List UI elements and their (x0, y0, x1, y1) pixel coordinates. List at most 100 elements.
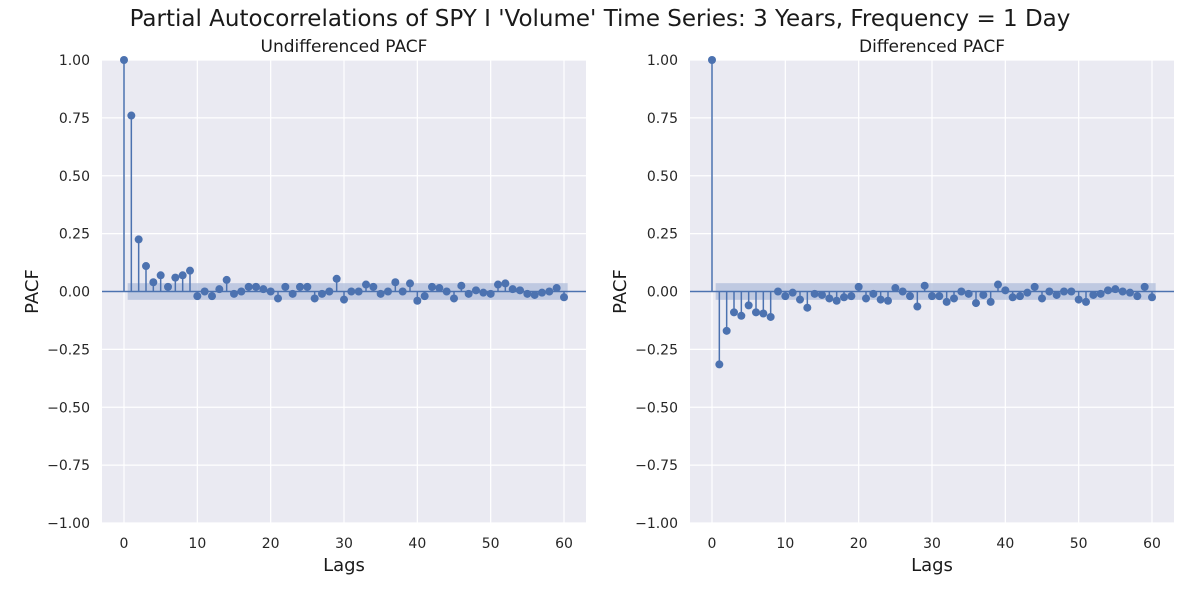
stem-marker (994, 280, 1002, 289)
stem-marker (457, 281, 466, 290)
stem-marker (1096, 289, 1105, 298)
stem-marker (986, 297, 995, 306)
stem-marker (171, 273, 180, 282)
stem-marker (501, 279, 510, 288)
stem-marker (796, 295, 804, 304)
stem-marker (178, 271, 187, 280)
stem-marker (142, 262, 150, 271)
stem-marker (928, 292, 936, 301)
stem-marker (508, 285, 517, 294)
stem-marker (935, 292, 944, 301)
stem-marker (127, 111, 136, 120)
stem-marker (362, 280, 370, 289)
stem-marker (369, 282, 378, 291)
stem-marker (774, 287, 782, 296)
stem-marker (737, 311, 746, 320)
stem-marker (208, 292, 216, 301)
x-tick-label: 60 (555, 536, 573, 552)
x-tick-label: 60 (1143, 536, 1161, 552)
stem-marker (384, 287, 392, 296)
stem-marker (222, 275, 231, 284)
stem-marker (1038, 294, 1046, 303)
stem-marker (891, 284, 900, 293)
y-tick-label: 0.25 (59, 227, 90, 243)
stem-marker (1104, 286, 1112, 295)
stem-marker (464, 289, 473, 298)
x-tick-label: 50 (482, 536, 500, 552)
y-tick-label: −1.00 (47, 516, 90, 532)
stem-marker (854, 282, 863, 291)
stem-marker (266, 287, 275, 296)
stem-marker (1089, 290, 1098, 299)
stem-marker (494, 280, 502, 289)
stem-marker (230, 289, 238, 298)
stem-marker (840, 293, 848, 302)
stem-marker (1148, 293, 1156, 302)
y-tick-label: 1.00 (59, 53, 90, 69)
stem-marker (913, 302, 922, 311)
y-tick-label: −0.25 (635, 342, 678, 358)
stem-marker (752, 308, 760, 317)
stem-marker (1016, 292, 1024, 301)
x-axis-label: Lags (323, 555, 365, 576)
x-tick-label: 50 (1070, 536, 1088, 552)
stem-marker (450, 294, 458, 303)
stem-marker (120, 56, 128, 64)
stem-marker (552, 284, 561, 293)
stem-marker (803, 303, 812, 312)
stem-marker (715, 360, 724, 369)
y-tick-label: −0.75 (635, 458, 678, 474)
stem-marker (215, 285, 224, 294)
stem-marker (1060, 287, 1068, 296)
y-tick-label: 0.50 (59, 169, 90, 185)
stem-marker (486, 289, 495, 298)
stem-marker (134, 235, 143, 244)
pacf-panel-2: −1.00 −0.75 −0.50 −0.25 0.00 0.25 0.50 0.75 1.00… (610, 37, 1174, 576)
stem-marker (1133, 292, 1142, 301)
x-tick-label: 10 (188, 536, 206, 552)
panel-title: Undifferenced PACF (261, 37, 428, 57)
stem-marker (847, 292, 856, 301)
stem-marker (530, 290, 539, 299)
pacf-panel-1: −1.00 −0.75 −0.50 −0.25 0.00 0.25 0.50 0.75 1.00… (22, 37, 586, 576)
stem-marker (259, 285, 268, 294)
stem-marker (744, 301, 753, 310)
stem-marker (318, 289, 326, 298)
stem-marker (1008, 293, 1017, 302)
x-tick-label: 0 (708, 536, 717, 552)
stem-marker (310, 294, 319, 303)
x-tick-label: 10 (776, 536, 794, 552)
y-tick-label: 0.00 (59, 285, 90, 301)
y-tick-label: 0.50 (647, 169, 678, 185)
stem-marker (274, 294, 282, 303)
stem-marker (884, 296, 892, 305)
stem-marker (332, 274, 341, 283)
stem-marker (1052, 290, 1061, 299)
stem-marker (1126, 288, 1134, 297)
stem-marker (347, 287, 356, 296)
stem-marker (472, 286, 480, 295)
stem-marker (1001, 286, 1010, 295)
stem-marker (479, 288, 488, 297)
stem-marker (560, 293, 568, 302)
stem-marker (164, 282, 172, 291)
stem-marker (1074, 295, 1083, 304)
stem-marker (156, 271, 165, 280)
stem-marker (186, 266, 194, 275)
x-tick-label: 40 (408, 536, 426, 552)
stem-marker (193, 292, 202, 301)
stem-marker (722, 326, 731, 335)
y-tick-label: −0.50 (635, 400, 678, 416)
x-tick-label: 0 (120, 536, 129, 552)
y-tick-label: −0.75 (47, 458, 90, 474)
stem-marker (1118, 287, 1127, 296)
x-tick-label: 30 (335, 536, 353, 552)
stem-marker (832, 296, 841, 305)
stem-marker (1023, 288, 1032, 297)
stem-marker (1082, 297, 1090, 306)
stem-marker (435, 284, 444, 293)
stem-marker (972, 299, 980, 308)
stem-marker (428, 282, 436, 291)
stem-marker (354, 287, 363, 296)
stem-marker (730, 308, 738, 317)
